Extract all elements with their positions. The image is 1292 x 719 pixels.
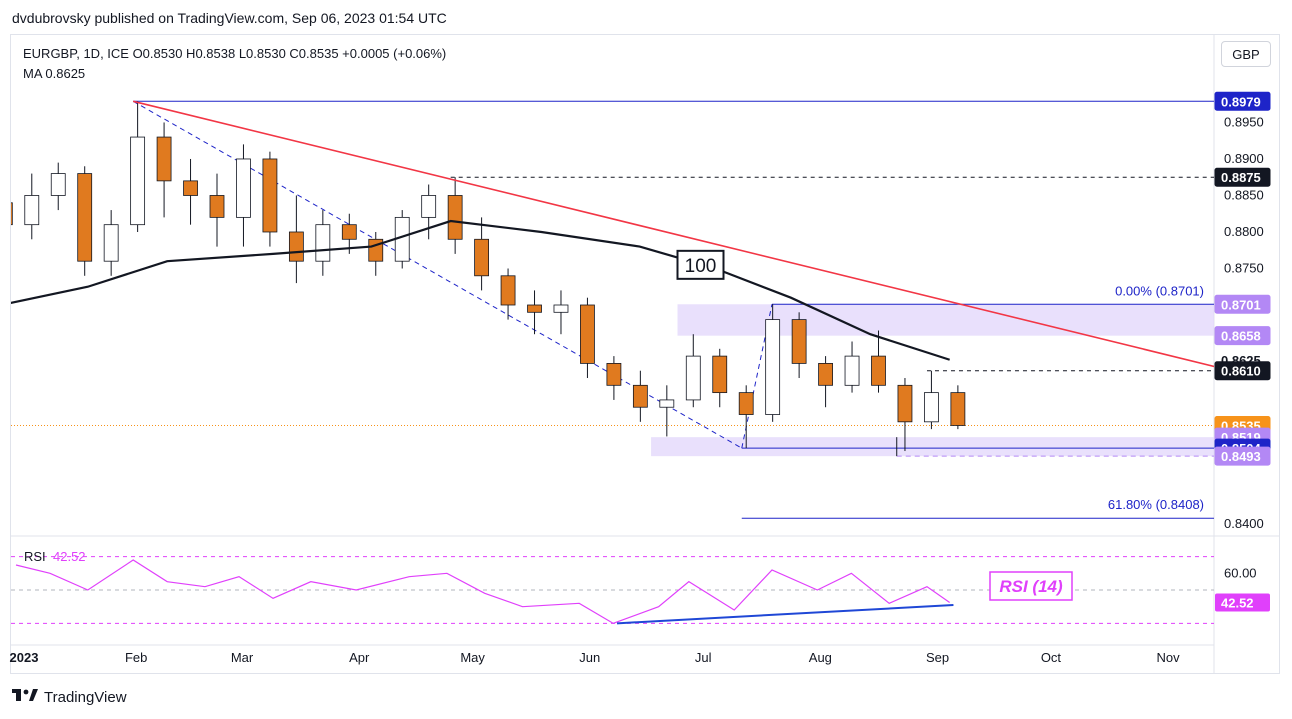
y-tick-label: 0.8400	[1224, 516, 1264, 531]
candle	[924, 392, 939, 423]
price-label: 0.8610	[1221, 364, 1261, 379]
candle	[527, 304, 542, 313]
candle	[183, 180, 198, 196]
x-tick-label: Apr	[349, 650, 370, 665]
candle	[659, 399, 675, 408]
rsi-annotation-box	[989, 571, 1073, 601]
fib-diagonal	[741, 304, 773, 449]
x-tick-label: 2023	[10, 650, 39, 665]
x-tick-label: Nov	[1157, 650, 1181, 665]
candle	[156, 136, 172, 182]
candle	[236, 158, 251, 218]
x-tick-label: Jul	[695, 650, 712, 665]
price-label: 0.8701	[1221, 297, 1261, 312]
price-label-badge	[1214, 294, 1271, 314]
rsi-title: RSI	[24, 549, 46, 564]
descending-trendline	[132, 100, 1214, 368]
price-label-badge	[1214, 361, 1271, 381]
candle	[130, 136, 146, 226]
candle	[791, 319, 807, 364]
candle	[341, 224, 357, 240]
x-tick-label: Jun	[579, 650, 600, 665]
price-label-badge	[1214, 91, 1271, 111]
ma-period-label: 100	[685, 256, 717, 277]
rsi-tick-label: 60.00	[1224, 565, 1257, 580]
y-tick-label: 0.8850	[1224, 187, 1264, 202]
price-label-badge	[1214, 167, 1271, 187]
candle	[500, 275, 516, 306]
rsi-annotation: RSI (14)	[999, 577, 1063, 596]
candle	[447, 195, 463, 240]
candle	[11, 202, 13, 226]
price-label-badge	[1214, 446, 1271, 466]
candle	[606, 363, 622, 386]
candle	[818, 363, 833, 386]
candle	[24, 195, 40, 226]
candle	[871, 355, 886, 386]
x-tick-label: Aug	[809, 650, 832, 665]
x-tick-label: Sep	[926, 650, 949, 665]
candle	[844, 355, 860, 386]
candle	[553, 304, 569, 313]
publisher-line: dvdubrovsky published on TradingView.com…	[12, 10, 447, 26]
rsi-value: 42.52	[53, 549, 86, 564]
ohlc-legend: EURGBP, 1D, ICE O0.8530 H0.8538 L0.8530 …	[23, 46, 447, 61]
y-tick-label: 0.8950	[1224, 114, 1264, 129]
support-resistance-zone	[677, 304, 1214, 336]
price-label-badge	[1214, 326, 1271, 346]
price-label: 0.8493	[1221, 449, 1261, 464]
x-tick-label: May	[460, 650, 485, 665]
fib-bottom-label: 61.80% (0.8408)	[1108, 497, 1204, 512]
tradingview-logo-icon	[12, 688, 38, 707]
x-tick-label: Mar	[231, 650, 254, 665]
candle	[950, 392, 966, 426]
candle	[209, 195, 225, 218]
candle	[685, 355, 701, 401]
candle	[262, 158, 278, 233]
chart-frame	[10, 34, 1280, 674]
candle	[474, 238, 490, 277]
fib-top-label: 0.00% (0.8701)	[1115, 283, 1204, 298]
candle	[712, 355, 728, 394]
ma-period-label-box	[676, 249, 725, 280]
y-tick-label: 0.8750	[1224, 260, 1264, 275]
fib-diagonal	[132, 100, 743, 449]
x-tick-label: Feb	[125, 650, 147, 665]
candle	[765, 319, 781, 415]
x-tick-label: Oct	[1041, 650, 1062, 665]
y-tick-label: 0.8900	[1224, 151, 1264, 166]
footer-brand: TradingView	[12, 688, 127, 707]
rsi-support-line	[616, 604, 954, 625]
candle	[632, 384, 648, 408]
y-tick-label: 0.8800	[1224, 224, 1264, 239]
price-label: 0.8658	[1221, 329, 1261, 344]
candle	[288, 231, 304, 262]
candle	[421, 195, 437, 218]
support-resistance-zone	[651, 437, 1214, 457]
candle	[738, 392, 754, 415]
price-label: 0.8979	[1221, 94, 1261, 109]
ma-legend: MA 0.8625	[23, 66, 86, 81]
footer-brand-label: TradingView	[44, 689, 127, 706]
candle	[897, 384, 913, 423]
rsi-value-label: 42.52	[1221, 595, 1254, 610]
candle	[580, 304, 595, 364]
candle	[315, 224, 331, 262]
rsi-line	[15, 559, 951, 624]
rsi-value-badge	[1215, 593, 1270, 612]
candle	[77, 173, 93, 262]
candle	[50, 173, 66, 196]
price-label: 0.8875	[1221, 170, 1261, 185]
candle	[103, 224, 119, 262]
moving-average-line	[11, 219, 950, 361]
currency-button[interactable]: GBP	[1221, 41, 1271, 67]
